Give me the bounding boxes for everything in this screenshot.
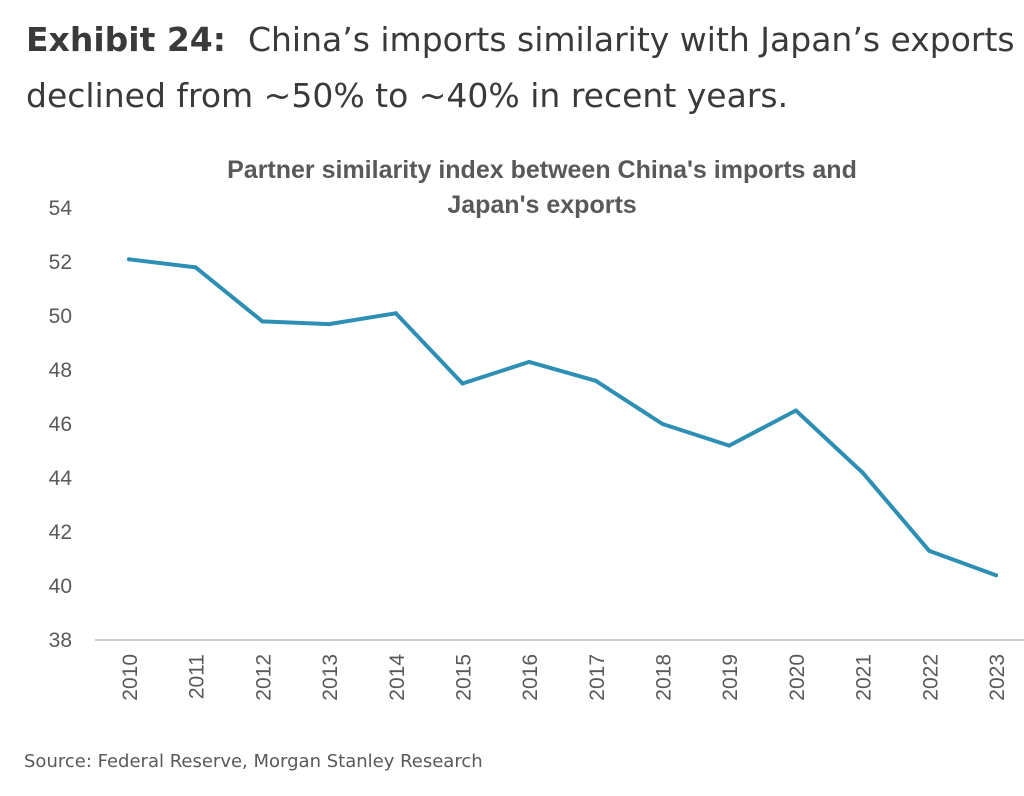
data-point-2013 (327, 322, 332, 327)
x-tick-label: 2016 (519, 654, 542, 701)
x-tick-label: 2013 (319, 654, 342, 701)
data-point-2012 (260, 319, 265, 324)
data-point-2023 (994, 573, 998, 578)
data-points (127, 257, 998, 578)
y-tick-label: 40 (49, 575, 72, 598)
y-tick-label: 50 (49, 305, 72, 328)
data-point-2010 (127, 257, 131, 262)
data-point-2016 (527, 359, 532, 364)
x-tick-label: 2014 (386, 654, 409, 701)
data-point-2011 (193, 265, 198, 270)
data-point-2022 (927, 548, 932, 553)
x-tick-label: 2017 (586, 654, 609, 701)
exhibit-label: Exhibit 24: (26, 20, 226, 59)
exhibit-header: Exhibit 24: China’s imports similarity wi… (26, 12, 1024, 122)
y-tick-label: 48 (49, 359, 72, 382)
x-tick-label: 2015 (452, 654, 475, 701)
data-point-2018 (660, 422, 665, 426)
y-tick-label: 38 (49, 629, 72, 652)
x-tick-label: 2012 (252, 654, 275, 701)
x-tick-label: 2022 (919, 654, 942, 701)
chart-title-line-2: Japan's exports (447, 191, 636, 219)
y-tick-label: 42 (49, 521, 72, 544)
x-tick-label: 2020 (786, 654, 809, 701)
exhibit-line-1: Exhibit 24: China’s imports similarity wi… (26, 12, 1024, 68)
x-tick-label: 2021 (853, 654, 876, 701)
y-tick-label: 46 (49, 413, 72, 436)
y-tick-label: 52 (49, 251, 72, 274)
source-note: Source: Federal Reserve, Morgan Stanley … (24, 751, 483, 772)
exhibit-text-line-2: declined from ~50% to ~40% in recent yea… (26, 76, 789, 115)
y-tick-label: 44 (49, 467, 73, 490)
chart-title-line-1: Partner similarity index between China's… (227, 156, 857, 184)
x-tick-label: 2023 (986, 654, 1009, 701)
exhibit-text-line-1: China’s imports similarity with Japan’s … (247, 20, 1024, 59)
series-line (127, 257, 998, 578)
data-point-2017 (593, 378, 598, 383)
data-point-2020 (793, 408, 798, 413)
data-point-2019 (727, 443, 732, 448)
x-tick-label: 2018 (653, 654, 676, 701)
x-tick-label: 2010 (119, 654, 142, 701)
x-tick-label: 2011 (186, 654, 209, 699)
data-point-2015 (460, 381, 465, 386)
x-tick-label: 2019 (719, 654, 742, 701)
y-axis: 38 40 42 44 46 48 50 52 54 (49, 197, 73, 652)
y-tick-label: 54 (49, 197, 73, 220)
data-point-2021 (860, 470, 865, 475)
x-axis: 2010 2011 2012 2013 2014 2015 2016 2017 2018 2019… (119, 654, 1009, 701)
data-point-2014 (393, 311, 398, 316)
